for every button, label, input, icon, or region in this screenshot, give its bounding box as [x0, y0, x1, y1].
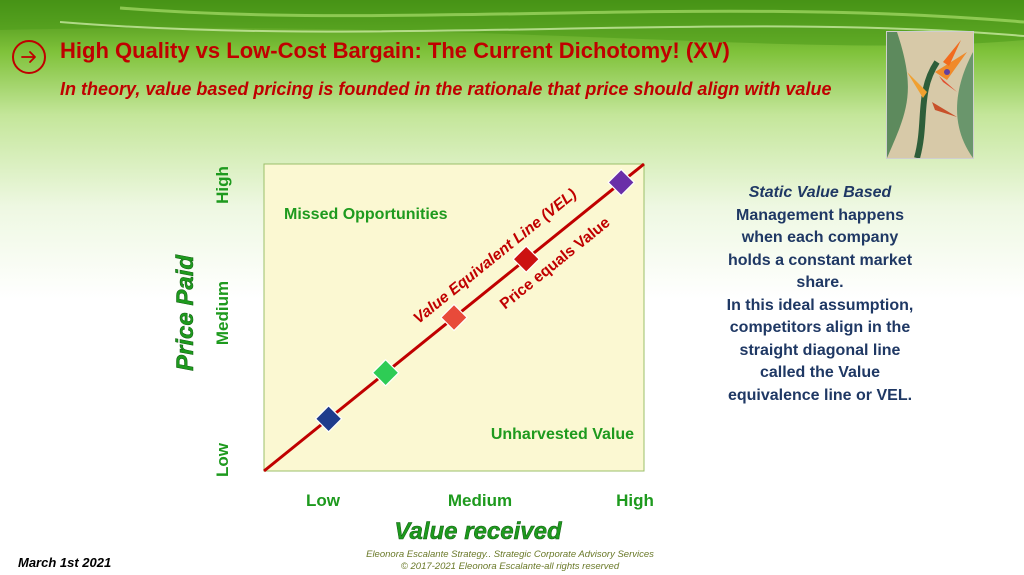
x-axis-label: Value received: [394, 518, 563, 545]
x-tick-label: Medium: [448, 491, 512, 510]
footer-line: © 2017-2021 Eleonora Escalante-all right…: [400, 561, 620, 572]
data-point-diamond: [371, 358, 400, 387]
side-text-line: Static Value Based: [748, 184, 892, 201]
data-point-diamond: [607, 168, 636, 197]
y-axis-label: Price Paid: [172, 254, 199, 371]
data-point-diamond: [512, 245, 541, 274]
side-text-line: called the Value: [759, 364, 881, 381]
x-tick-label: Low: [306, 491, 341, 510]
side-text-line: when each company: [741, 229, 899, 246]
footer-line: Eleonora Escalante Strategy.. Strategic …: [366, 549, 654, 560]
side-text-line: holds a constant market: [727, 251, 913, 269]
arrow-right-icon: [21, 51, 36, 63]
slide-footer: Eleonora Escalante Strategy.. Strategic …: [330, 549, 690, 573]
slide-title: High Quality vs Low-Cost Bargain: The Cu…: [60, 38, 730, 63]
y-tick-label: Low: [213, 442, 232, 477]
side-text-line: Management happens: [735, 206, 905, 224]
data-point-diamond: [314, 404, 343, 433]
region-label: Unharvested Value: [491, 426, 634, 443]
side-text-line: equivalence line or VEL.: [727, 386, 913, 404]
explanation-text: Static Value Based Management happens wh…: [700, 182, 940, 407]
bird-of-paradise-painting: [886, 31, 974, 159]
side-text-line: share.: [796, 274, 844, 291]
y-tick-label: Medium: [213, 281, 232, 345]
nav-arrow-button[interactable]: [12, 40, 46, 74]
slide-subtitle: In theory, value based pricing is founde…: [60, 79, 832, 99]
region-label: Missed Opportunities: [284, 206, 448, 223]
y-tick-label: High: [213, 166, 232, 204]
x-tick-label: High: [616, 491, 654, 510]
slide-date: March 1st 2021: [18, 555, 112, 570]
side-text-line: In this ideal assumption,: [726, 296, 914, 314]
side-text-line: straight diagonal line: [739, 341, 901, 359]
side-text-line: competitors align in the: [729, 319, 911, 336]
data-point-diamond: [440, 303, 468, 332]
